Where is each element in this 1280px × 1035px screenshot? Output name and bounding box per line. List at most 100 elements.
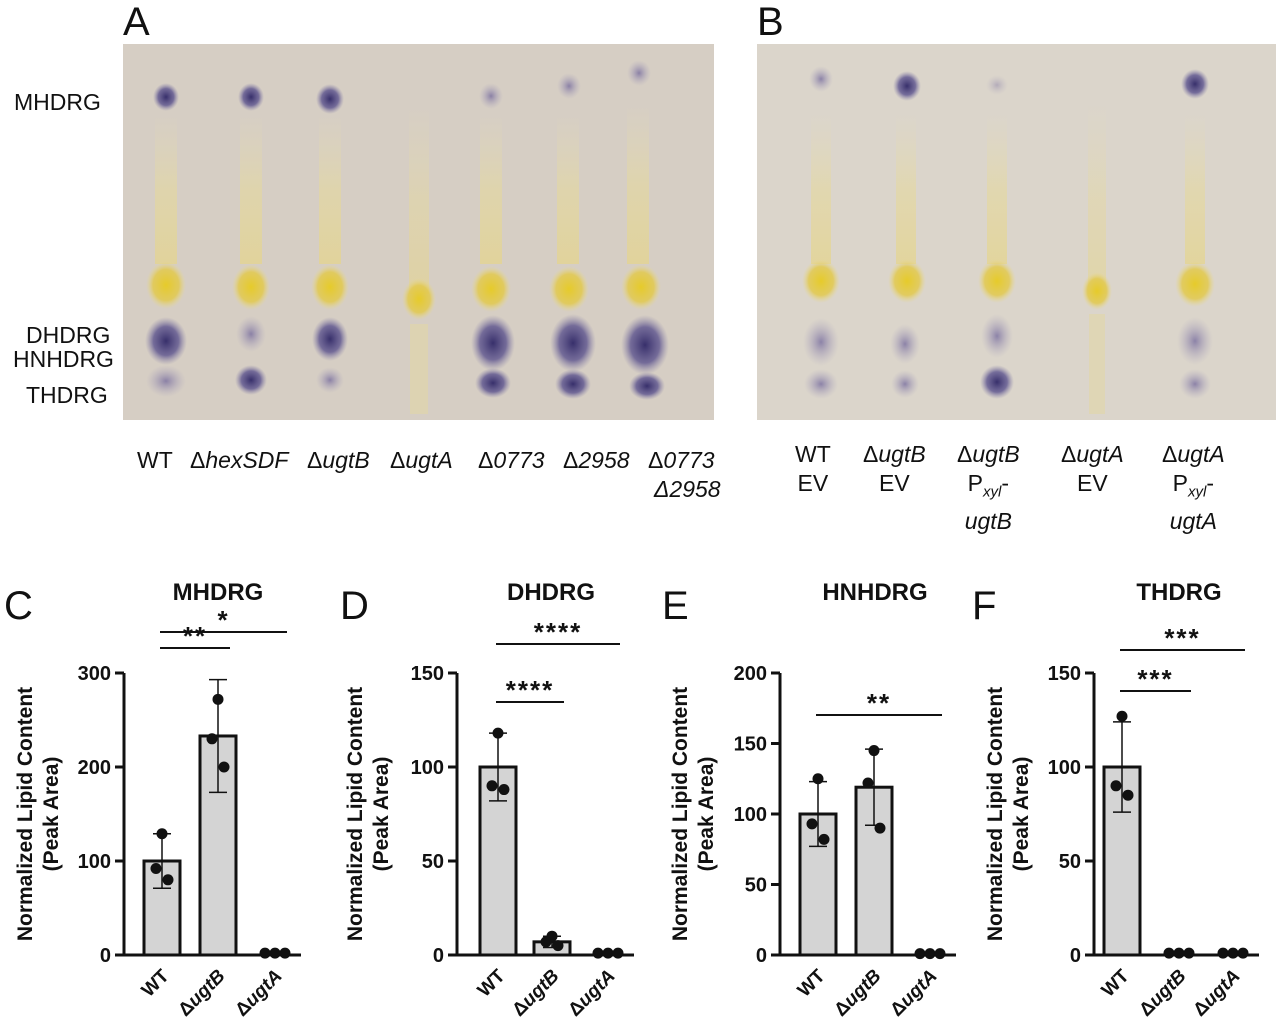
bar-chart-mhdrg: MHDRG Normalized Lipid Content (Peak Area)… bbox=[14, 579, 301, 1021]
lane-label-b-ugta-comp: ΔugtA Pxyl- ugtA bbox=[1162, 440, 1225, 536]
data-point-d-1 bbox=[552, 940, 564, 952]
data-point-e-1 bbox=[868, 745, 880, 757]
panel-letter-f: F bbox=[972, 584, 997, 628]
data-point-e-0 bbox=[818, 833, 830, 845]
lane-label-a-ugtb-prefix: Δ bbox=[307, 447, 323, 473]
y-tick-label-e: 100 bbox=[734, 804, 767, 826]
panel-letter-d: D bbox=[340, 584, 369, 628]
panel-letter-b: B bbox=[757, 0, 784, 44]
lane-label-b-ugtb-ev-line2: EV bbox=[879, 470, 910, 496]
lane-label-b-ugtb-comp-line3: ugtB bbox=[964, 507, 1013, 534]
data-point-c-1 bbox=[206, 733, 218, 745]
data-point-f-2 bbox=[1227, 947, 1239, 959]
lane-label-b-ugtb-comp-line1: ΔugtB bbox=[957, 441, 1020, 467]
lane-label-a-double: Δ0773 Δ2958 bbox=[648, 446, 721, 504]
data-point-d-0 bbox=[498, 784, 510, 796]
lane-label-b-ugtb-comp-line2: Pxyl- bbox=[967, 470, 1010, 501]
x-tick-label-e: ΔugtB bbox=[830, 965, 885, 1020]
tlc-lane-2958 bbox=[549, 73, 596, 399]
data-point-e-0 bbox=[806, 818, 818, 830]
tlc-lane-0773-2958 bbox=[621, 60, 669, 400]
data-point-f-0 bbox=[1116, 710, 1128, 722]
data-point-e-2 bbox=[924, 948, 936, 960]
y-tick-label-c: 300 bbox=[78, 663, 111, 685]
x-tick-label-f: WT bbox=[1098, 965, 1134, 1001]
lane-label-b-ugtb-comp: ΔugtB Pxyl- ugtB bbox=[957, 440, 1020, 536]
lane-label-a-ugtb: ΔugtB bbox=[307, 446, 370, 475]
lane-label-a-ugta-prefix: Δ bbox=[390, 447, 406, 473]
data-point-f-2 bbox=[1237, 947, 1249, 959]
x-tick-label-e: ΔugtA bbox=[886, 966, 941, 1021]
data-point-f-0 bbox=[1110, 780, 1122, 792]
lane-label-a-wt: WT bbox=[137, 446, 173, 475]
y-tick-label-d: 150 bbox=[411, 663, 444, 685]
y-tick-label-c: 0 bbox=[100, 945, 111, 967]
data-point-f-1 bbox=[1183, 947, 1195, 959]
significance-label-d: **** bbox=[506, 675, 554, 705]
lane-label-a-double-prefix: Δ bbox=[648, 447, 664, 473]
data-point-c-2 bbox=[269, 947, 281, 959]
data-point-c-2 bbox=[259, 947, 271, 959]
y-tick-label-f: 100 bbox=[1048, 757, 1081, 779]
y-axis-label-line2-e: (Peak Area) bbox=[695, 757, 718, 872]
y-axis-label-d: Normalized Lipid Content bbox=[344, 687, 367, 941]
data-point-e-2 bbox=[934, 948, 946, 960]
data-point-f-0 bbox=[1122, 789, 1134, 801]
lane-label-b-ugtb-ev-line1: ΔugtB bbox=[863, 441, 926, 467]
x-tick-label-e: WT bbox=[794, 965, 830, 1001]
significance-label-c: * bbox=[217, 605, 229, 635]
tlc-lane-wt-ev bbox=[802, 66, 840, 399]
tlc-plate-b bbox=[757, 44, 1276, 420]
tlc-lane-ugta bbox=[402, 104, 436, 414]
x-tick-label-c: WT bbox=[138, 965, 174, 1001]
data-point-d-2 bbox=[592, 947, 604, 959]
x-tick-label-f: ΔugtB bbox=[1135, 965, 1190, 1020]
lane-label-a-0773: Δ0773 bbox=[478, 446, 545, 475]
y-tick-label-d: 50 bbox=[422, 851, 444, 873]
lane-label-a-2958-main: 2958 bbox=[578, 447, 630, 473]
lane-label-a-ugta-main: ugtA bbox=[405, 447, 453, 473]
y-tick-label-f: 50 bbox=[1059, 851, 1081, 873]
tlc-plate-a bbox=[123, 44, 714, 420]
data-point-d-2 bbox=[612, 947, 624, 959]
significance-label-f: *** bbox=[1137, 664, 1173, 694]
lane-label-a-2958-prefix: Δ bbox=[563, 447, 579, 473]
significance-label-c: ** bbox=[183, 621, 207, 651]
tlc-label-mhdrg: MHDRG bbox=[14, 89, 101, 115]
y-axis-label-line2-c: (Peak Area) bbox=[40, 757, 63, 872]
lane-label-a-ugtb-main: ugtB bbox=[322, 447, 370, 473]
y-axis-label-c: Normalized Lipid Content bbox=[14, 687, 37, 941]
tlc-lane-ugtb-pxyl-ugtb bbox=[978, 75, 1016, 399]
y-tick-label-e: 200 bbox=[734, 663, 767, 685]
tlc-label-thdrg: THDRG bbox=[26, 382, 108, 408]
data-point-f-1 bbox=[1173, 947, 1185, 959]
x-tick-label-d: WT bbox=[474, 965, 510, 1001]
tlc-label-dhdrg: DHDRG bbox=[26, 322, 111, 348]
bar-chart-hnhdrg: HNHDRG Normalized Lipid Content (Peak Area… bbox=[669, 579, 956, 1021]
lane-label-a-hexsdf: ΔhexSDF bbox=[190, 446, 288, 475]
lane-label-a-hexsdf-prefix: Δ bbox=[190, 447, 206, 473]
lane-label-b-ugta-ev-line1: ΔugtA bbox=[1061, 441, 1124, 467]
data-point-e-1 bbox=[862, 777, 874, 789]
chart-title-c: MHDRG bbox=[173, 579, 264, 606]
lane-label-b-ugta-comp-line1: ΔugtA bbox=[1162, 441, 1225, 467]
data-point-d-1 bbox=[540, 936, 552, 948]
y-tick-label-f: 150 bbox=[1048, 663, 1081, 685]
lane-label-b-wt-ev-line2: EV bbox=[797, 470, 829, 496]
x-tick-label-f: ΔugtA bbox=[1189, 966, 1244, 1021]
tlc-label-hnhdrg: HNHDRG bbox=[13, 346, 114, 372]
chart-title-e: HNHDRG bbox=[822, 579, 927, 606]
y-tick-label-d: 0 bbox=[433, 945, 444, 967]
lane-label-a-ugta: ΔugtA bbox=[390, 446, 453, 475]
panel-letter-a: A bbox=[123, 0, 150, 44]
significance-label-d: **** bbox=[534, 617, 582, 647]
data-point-f-1 bbox=[1163, 947, 1175, 959]
y-tick-label-c: 200 bbox=[78, 757, 111, 779]
lane-label-a-double-main: 0773 bbox=[663, 447, 715, 473]
y-tick-label-c: 100 bbox=[78, 851, 111, 873]
y-axis-label-f: Normalized Lipid Content bbox=[984, 687, 1007, 941]
lane-label-a-double-line2: Δ2958 bbox=[654, 476, 721, 502]
lane-label-b-wt-ev: WT EV bbox=[795, 440, 831, 498]
panel-letter-e: E bbox=[662, 584, 689, 628]
tlc-lane-wt bbox=[145, 83, 187, 397]
